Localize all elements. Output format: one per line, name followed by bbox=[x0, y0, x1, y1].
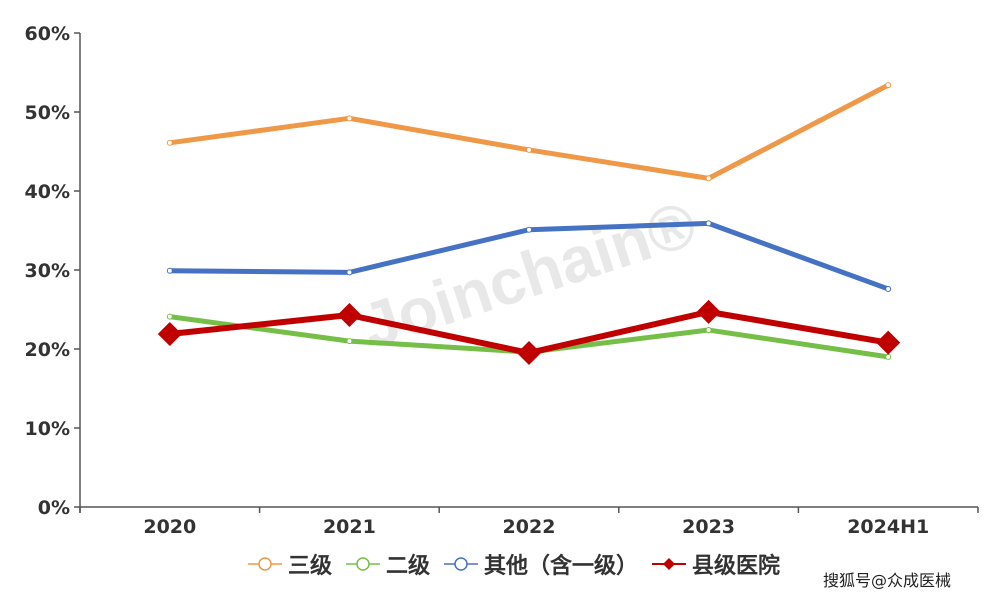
data-point-diamond[interactable] bbox=[337, 303, 362, 328]
data-point-circle[interactable] bbox=[346, 338, 353, 345]
legend-item-other[interactable]: 其他（含一级） bbox=[444, 548, 638, 580]
series-line bbox=[167, 82, 891, 181]
data-point-circle[interactable] bbox=[526, 146, 532, 153]
x-tick-label: 2020 bbox=[143, 516, 196, 538]
circle-marker-icon bbox=[248, 557, 282, 571]
legend-label: 县级医院 bbox=[692, 554, 781, 579]
circle-marker-icon bbox=[444, 557, 479, 571]
data-point-circle[interactable] bbox=[885, 285, 892, 292]
data-point-circle[interactable] bbox=[166, 267, 173, 274]
legend-item-tier3[interactable]: 三级 bbox=[248, 548, 332, 580]
x-tick-label: 2022 bbox=[503, 516, 556, 538]
legend-item-tier2[interactable]: 二级 bbox=[346, 548, 430, 580]
y-tick-label: 50% bbox=[25, 102, 70, 124]
legend: 三级 二级 其他（含一级） 县级医院 bbox=[248, 548, 780, 580]
legend-label: 其他（含一级） bbox=[484, 554, 639, 579]
data-point-diamond[interactable] bbox=[157, 321, 182, 346]
data-point-circle[interactable] bbox=[705, 220, 712, 227]
diamond-marker-icon bbox=[652, 558, 687, 570]
y-tick-label: 20% bbox=[25, 339, 70, 361]
data-point-circle[interactable] bbox=[166, 139, 173, 146]
data-point-circle[interactable] bbox=[166, 313, 173, 320]
data-point-circle[interactable] bbox=[705, 327, 712, 334]
data-point-circle[interactable] bbox=[885, 353, 892, 360]
data-point-circle[interactable] bbox=[705, 175, 712, 182]
y-tick-label: 30% bbox=[25, 260, 70, 282]
data-point-circle[interactable] bbox=[346, 269, 353, 276]
axes: 0% 10% 20% 30% 40% 50% 60% 2020 2021 2022 2023 2024… bbox=[25, 23, 979, 538]
data-point-diamond[interactable] bbox=[876, 330, 901, 355]
data-point-circle[interactable] bbox=[346, 115, 353, 122]
y-tick-label: 40% bbox=[25, 181, 70, 203]
circle-marker-icon bbox=[346, 557, 381, 571]
y-tick-label: 60% bbox=[25, 23, 70, 45]
legend-label: 三级 bbox=[288, 554, 333, 579]
series-lines bbox=[157, 82, 901, 365]
source-credit: 搜狐号@众成医械 bbox=[823, 571, 952, 590]
x-tick-label: 2021 bbox=[323, 516, 376, 538]
y-tick-label: 0% bbox=[38, 497, 70, 519]
data-point-diamond[interactable] bbox=[517, 340, 541, 365]
data-point-diamond[interactable] bbox=[696, 299, 721, 324]
x-tick-label: 2024H1 bbox=[847, 516, 929, 538]
legend-label: 二级 bbox=[386, 554, 431, 579]
y-tick-label: 10% bbox=[25, 418, 70, 440]
legend-item-county[interactable]: 县级医院 bbox=[652, 548, 780, 580]
data-point-circle[interactable] bbox=[885, 82, 892, 89]
data-point-circle[interactable] bbox=[526, 226, 532, 233]
x-tick-label: 2023 bbox=[682, 516, 735, 538]
